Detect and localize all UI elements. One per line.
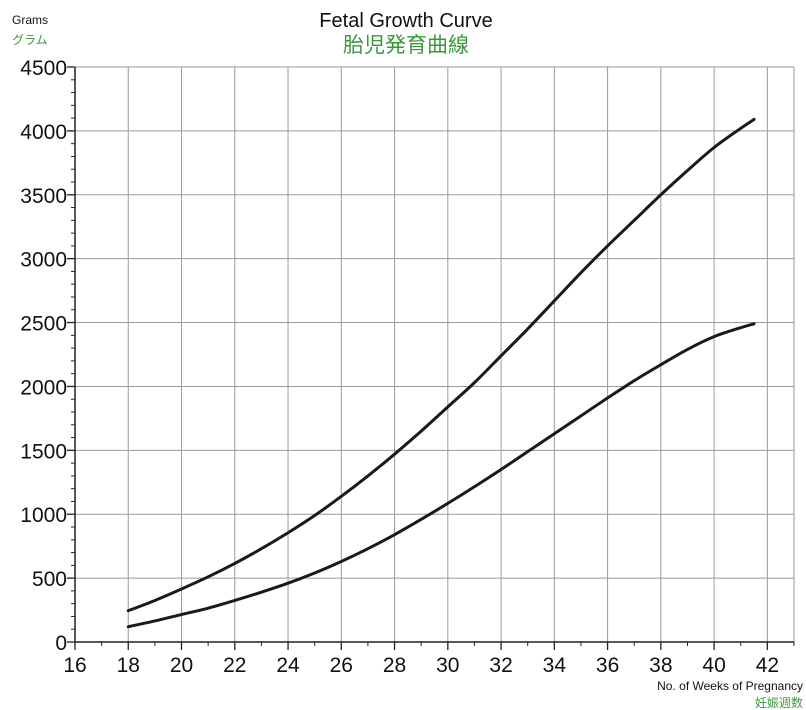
x-tick-label: 16	[63, 654, 86, 677]
x-tick-label: 32	[489, 654, 512, 677]
x-tick-label: 28	[383, 654, 406, 677]
y-tick-label: 0	[55, 632, 67, 655]
x-tick-label: 36	[596, 654, 619, 677]
tick-labels: 16 18 20 22 24 26 28 30 32 34 36 38 40 42 0 500 1000 1500…	[20, 57, 779, 677]
axes	[74, 66, 795, 643]
axis-ticks	[67, 66, 795, 650]
x-tick-label: 20	[170, 654, 193, 677]
y-tick-label: 3000	[20, 249, 67, 272]
x-tick-label: 42	[756, 654, 779, 677]
series-lines	[126, 117, 756, 629]
x-tick-label: 24	[276, 654, 300, 677]
lower-growth-curve	[126, 322, 756, 629]
y-axis-label: Grams	[12, 13, 48, 27]
x-tick-label: 34	[543, 654, 567, 677]
x-axis-label-japanese: 妊娠週数	[755, 695, 803, 710]
chart-subtitle-japanese: 胎児発育曲線	[343, 33, 469, 57]
chart-title: Fetal Growth Curve	[319, 10, 492, 32]
y-tick-label: 3500	[20, 185, 67, 208]
y-tick-label: 4000	[20, 121, 67, 144]
y-tick-label: 1000	[20, 504, 67, 527]
upper-growth-curve	[126, 117, 756, 613]
x-tick-label: 38	[649, 654, 672, 677]
y-tick-label: 1500	[20, 440, 67, 463]
x-tick-label: 30	[436, 654, 459, 677]
y-tick-label: 2500	[20, 313, 67, 336]
x-axis-label: No. of Weeks of Pregnancy	[657, 679, 803, 693]
x-tick-label: 26	[330, 654, 353, 677]
grid	[75, 66, 794, 642]
x-tick-label: 22	[223, 654, 246, 677]
y-axis-label-japanese: グラム	[12, 33, 48, 47]
y-tick-label: 500	[32, 568, 67, 591]
x-tick-label: 40	[702, 654, 725, 677]
x-tick-label: 18	[117, 654, 140, 677]
y-tick-label: 4500	[20, 57, 67, 80]
y-tick-label: 2000	[20, 376, 67, 399]
